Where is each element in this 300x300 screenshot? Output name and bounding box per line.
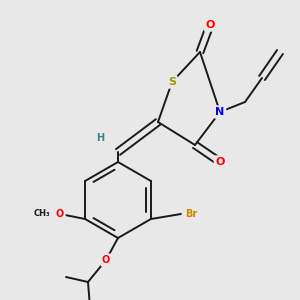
- Text: H: H: [96, 133, 104, 143]
- Text: O: O: [205, 20, 215, 30]
- Text: Br: Br: [185, 209, 197, 219]
- Text: S: S: [168, 77, 176, 87]
- Text: O: O: [102, 255, 110, 265]
- Text: N: N: [215, 107, 225, 117]
- Text: O: O: [215, 157, 225, 167]
- Text: CH₃: CH₃: [34, 209, 50, 218]
- Text: O: O: [56, 209, 64, 219]
